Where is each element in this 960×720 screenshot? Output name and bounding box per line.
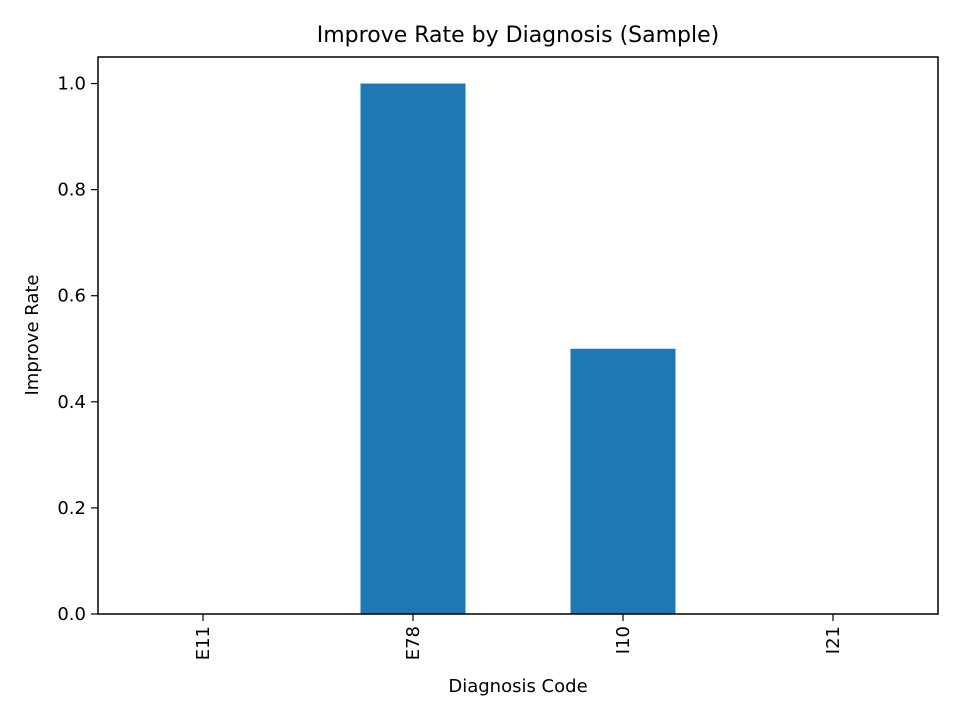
bar-i10 xyxy=(570,348,676,614)
bar-e78 xyxy=(360,83,466,615)
plot-frame xyxy=(97,56,939,615)
y-axis-ticks: 0.0 0.2 0.4 0.6 0.8 1.0 xyxy=(57,74,98,625)
bars-layer xyxy=(360,83,676,615)
y-tick-label: 1.0 xyxy=(57,74,86,95)
y-tick-label: 0.0 xyxy=(57,604,86,625)
x-axis-ticks: E11 E78 I10 I21 xyxy=(193,614,844,660)
y-tick-label: 0.6 xyxy=(57,286,86,307)
y-axis-label: Improve Rate xyxy=(22,274,43,395)
x-axis-label: Diagnosis Code xyxy=(448,676,587,697)
y-tick-label: 0.4 xyxy=(57,392,86,413)
y-tick-label: 0.2 xyxy=(57,498,86,519)
x-tick-label: I21 xyxy=(823,626,844,654)
chart-title: Improve Rate by Diagnosis (Sample) xyxy=(317,23,719,48)
x-tick-label: I10 xyxy=(613,626,634,654)
y-tick-label: 0.8 xyxy=(57,180,86,201)
x-tick-label: E11 xyxy=(193,626,214,660)
x-tick-label: E78 xyxy=(403,626,424,660)
